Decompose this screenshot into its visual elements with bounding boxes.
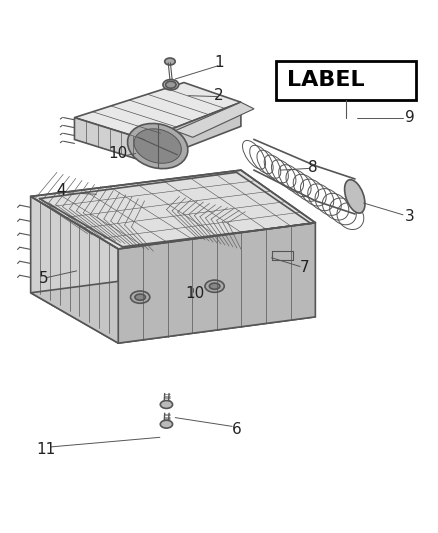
Ellipse shape [127,124,188,168]
Polygon shape [145,102,241,164]
Ellipse shape [160,420,173,428]
Polygon shape [74,83,241,140]
Polygon shape [31,170,315,249]
Polygon shape [175,102,254,138]
Polygon shape [118,223,315,343]
Text: 10: 10 [109,147,128,161]
Ellipse shape [166,81,176,88]
Text: 10: 10 [185,286,205,301]
Text: 1: 1 [214,55,224,70]
Text: 5: 5 [39,271,49,286]
Text: 9: 9 [405,110,414,125]
Polygon shape [74,118,145,161]
Ellipse shape [134,129,181,163]
Polygon shape [31,266,315,343]
Ellipse shape [160,400,173,408]
Ellipse shape [131,291,150,303]
Text: 7: 7 [300,260,309,275]
Text: 4: 4 [57,183,66,198]
Text: 6: 6 [232,422,241,437]
Ellipse shape [165,58,175,65]
Text: LABEL: LABEL [287,70,364,91]
Text: 11: 11 [36,442,56,457]
Polygon shape [31,197,118,343]
Text: 2: 2 [214,88,224,103]
Text: 3: 3 [405,208,414,224]
Ellipse shape [135,294,145,300]
Ellipse shape [209,283,220,289]
Ellipse shape [345,180,365,213]
FancyBboxPatch shape [276,61,416,100]
Ellipse shape [163,79,179,90]
Text: 8: 8 [308,160,318,175]
Ellipse shape [205,280,224,292]
